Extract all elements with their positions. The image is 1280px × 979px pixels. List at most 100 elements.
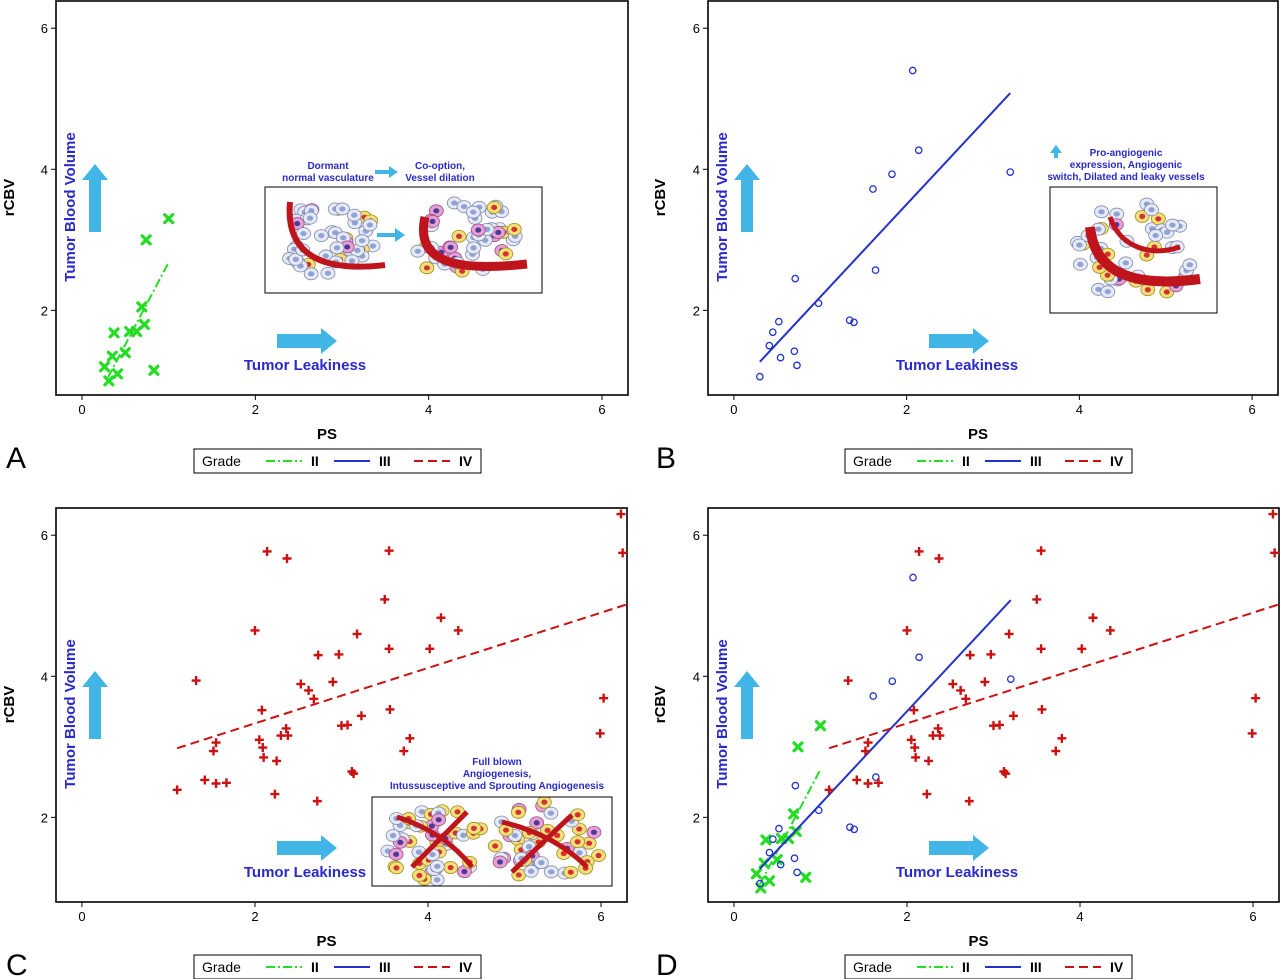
data-point-x <box>792 741 804 753</box>
data-point-plus <box>843 676 853 686</box>
data-point-plus <box>352 629 362 639</box>
legend-title: Grade <box>202 959 241 975</box>
data-point-plus <box>250 625 260 635</box>
inset-caption: switch, Dilated and leaky vessels <box>1047 172 1205 183</box>
cell-icon <box>492 855 508 869</box>
cell-icon <box>362 218 378 232</box>
cell-icon <box>570 808 586 822</box>
data-point-plus <box>995 720 1005 730</box>
inset-caption: Pro-angiogenic <box>1090 148 1163 159</box>
data-point-plus <box>208 746 218 756</box>
data-point-circle <box>776 860 785 869</box>
cell-icon <box>487 839 503 853</box>
x-tick-label: 0 <box>78 909 85 924</box>
plot-frame <box>707 0 1279 396</box>
y-axis-label: rCBV <box>1 686 18 724</box>
legend-label-iii: III <box>379 959 391 975</box>
x-axis-label: PS <box>968 933 988 950</box>
data-point-plus <box>380 594 390 604</box>
inset-caption: Full blown <box>472 757 521 768</box>
data-point-x <box>771 854 783 866</box>
data-point-plus <box>910 743 920 753</box>
inset-frame <box>371 796 613 887</box>
right-arrow-icon <box>277 835 337 861</box>
data-point-plus <box>1268 509 1278 519</box>
inset-caption: Vessel dilation <box>405 173 474 184</box>
inset-caption: normal vasculature <box>282 173 374 184</box>
data-point-plus <box>384 546 394 556</box>
cell-icon <box>470 223 486 237</box>
legend-label-ii: II <box>962 959 970 975</box>
series-iv <box>172 509 628 806</box>
plot-frame <box>55 507 628 903</box>
data-point-plus <box>863 738 873 748</box>
x-tick-label: 6 <box>1249 909 1256 924</box>
data-point-plus <box>453 625 463 635</box>
panel-letter: B <box>656 442 676 475</box>
up-arrow-icon <box>734 164 760 232</box>
data-point-plus <box>262 546 272 556</box>
data-point-plus <box>343 720 353 730</box>
cell-icon <box>443 240 459 254</box>
data-point-plus <box>1270 548 1280 558</box>
vessel-icon <box>419 216 528 271</box>
data-point-x <box>760 834 772 846</box>
data-point-plus <box>281 723 291 733</box>
y-tick-label: 4 <box>693 162 700 177</box>
data-point-circle <box>814 299 823 308</box>
data-point-circle <box>768 328 777 337</box>
data-point-plus <box>221 778 231 788</box>
inset-caption: Dormant <box>307 161 349 172</box>
fit-line <box>828 603 1280 750</box>
cell-icon <box>536 797 552 809</box>
data-point-circle <box>908 66 917 75</box>
data-point-circle <box>846 823 854 832</box>
panel-b: 0 2 4 6 2 4 6 PS rCBV B Tumor Blood Volume Tumor Le… <box>652 0 1279 475</box>
cell-icon <box>431 813 447 827</box>
x-tick-label: 2 <box>252 402 259 417</box>
data-point-plus <box>599 693 609 703</box>
data-point-plus <box>860 746 870 756</box>
data-point-plus <box>1251 693 1261 703</box>
cell-icon <box>498 247 514 261</box>
data-point-plus <box>257 705 267 715</box>
x-tick-label: 4 <box>1076 402 1083 417</box>
up-arrow-icon <box>82 671 108 739</box>
series-iii <box>756 573 1015 888</box>
data-point-plus <box>595 728 605 738</box>
series-ii <box>98 213 175 387</box>
right-arrow-icon <box>377 228 405 242</box>
data-point-plus <box>309 694 319 704</box>
data-point-plus <box>924 756 934 766</box>
legend-label-iii: III <box>1030 959 1042 975</box>
cell-icon <box>1100 285 1116 299</box>
data-point-plus <box>1057 733 1067 743</box>
legend: Grade II III IV <box>844 954 1133 979</box>
x-arrow-label: Tumor Leakiness <box>896 357 1018 374</box>
panel-a: 0 2 4 6 2 4 6 PS rCBV A Tumor Blood Volume Tumor Le… <box>1 0 629 475</box>
y-arrow-label: Tumor Blood Volume <box>714 132 731 281</box>
inset-caption: expression, Angiogenic <box>1070 160 1183 171</box>
inset-caption: Intussusceptive and Sprouting Angiogenes… <box>390 781 605 792</box>
legend-title: Grade <box>853 453 892 469</box>
cell-icon <box>388 847 404 861</box>
y-axis-label: rCBV <box>652 179 669 217</box>
cell-icon <box>466 821 482 835</box>
data-point-plus <box>911 752 921 762</box>
legend-label-ii: II <box>311 453 319 469</box>
panel-letter: C <box>6 949 28 979</box>
data-point-plus <box>258 743 268 753</box>
cell-icon <box>465 205 481 219</box>
inset-caption: Co-option, <box>415 161 465 172</box>
y-arrow-label: Tumor Blood Volume <box>62 132 79 281</box>
data-point-plus <box>282 553 292 563</box>
cell-icon <box>510 805 526 819</box>
data-point-plus <box>964 796 974 806</box>
y-tick-label: 4 <box>41 669 48 684</box>
data-point-circle <box>791 781 800 790</box>
data-point-x <box>800 871 812 883</box>
cell-icon <box>388 861 404 875</box>
right-arrow-icon <box>929 835 989 861</box>
data-point-plus <box>618 548 628 558</box>
data-point-plus <box>902 625 912 635</box>
